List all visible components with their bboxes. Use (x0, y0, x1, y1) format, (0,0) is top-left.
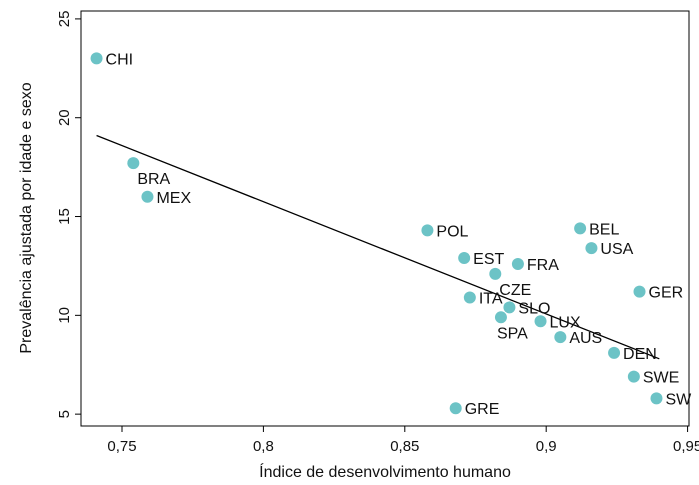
point-spa (494, 311, 507, 324)
x-axis-title: Índice de desenvolvimento humano (259, 462, 511, 481)
point-fra (511, 257, 524, 270)
y-axis: 5 10 15 20 25 (56, 11, 81, 418)
point-label-gre: GRE (465, 401, 500, 418)
point-label-swe: SWE (643, 370, 679, 387)
point-usa (585, 242, 598, 255)
point-gre (449, 402, 462, 415)
point-label-cze: CZE (499, 282, 531, 299)
point-label-chi: CHI (106, 51, 134, 68)
y-tick-label: 25 (56, 11, 73, 28)
point-swe (627, 370, 640, 383)
point-label-ita: ITA (479, 291, 503, 308)
y-tick-label: 5 (56, 410, 73, 418)
x-tick-label: 0,8 (253, 438, 274, 455)
y-tick-label: 15 (56, 208, 73, 225)
x-tick-label: 0,75 (107, 438, 136, 455)
trend-line (96, 134, 660, 360)
point-aus (554, 331, 567, 344)
x-axis: 0,75 0,8 0,85 0,9 0,95 (107, 426, 699, 455)
y-tick-label: 20 (56, 109, 73, 126)
point-sw (650, 392, 663, 405)
trend-line-group (96, 134, 660, 360)
point-label-bra: BRA (137, 171, 170, 188)
point-bra (127, 157, 140, 170)
x-tick-label: 0,9 (536, 438, 557, 455)
point-label-usa: USA (600, 241, 633, 258)
point-label-est: EST (473, 251, 504, 268)
point-label-sw: SW (665, 391, 692, 408)
point-den (608, 346, 621, 359)
point-chi (90, 52, 103, 65)
x-tick-label: 0,85 (390, 438, 419, 455)
point-ger (633, 285, 646, 298)
point-ita (463, 291, 476, 304)
point-slo (503, 301, 516, 314)
point-label-spa: SPA (497, 325, 528, 342)
point-bel (574, 222, 587, 235)
point-mex (141, 190, 154, 203)
point-label-den: DEN (623, 346, 657, 363)
point-label-aus: AUS (569, 330, 602, 347)
x-tick-label: 0,95 (673, 438, 699, 455)
point-label-mex: MEX (156, 190, 191, 207)
point-label-slo: SLO (518, 300, 550, 317)
point-lux (534, 315, 547, 328)
point-label-ger: GER (649, 285, 684, 302)
point-label-bel: BEL (589, 221, 619, 238)
point-est (458, 252, 471, 265)
point-cze (489, 267, 502, 280)
point-label-lux: LUX (550, 314, 581, 331)
point-label-fra: FRA (527, 257, 559, 274)
y-axis-title: Prevalência ajustada por idade e sexo (18, 82, 35, 353)
point-label-pol: POL (436, 223, 468, 240)
y-tick-label: 10 (56, 307, 73, 324)
plot-frame (80, 10, 690, 427)
point-pol (421, 224, 434, 237)
